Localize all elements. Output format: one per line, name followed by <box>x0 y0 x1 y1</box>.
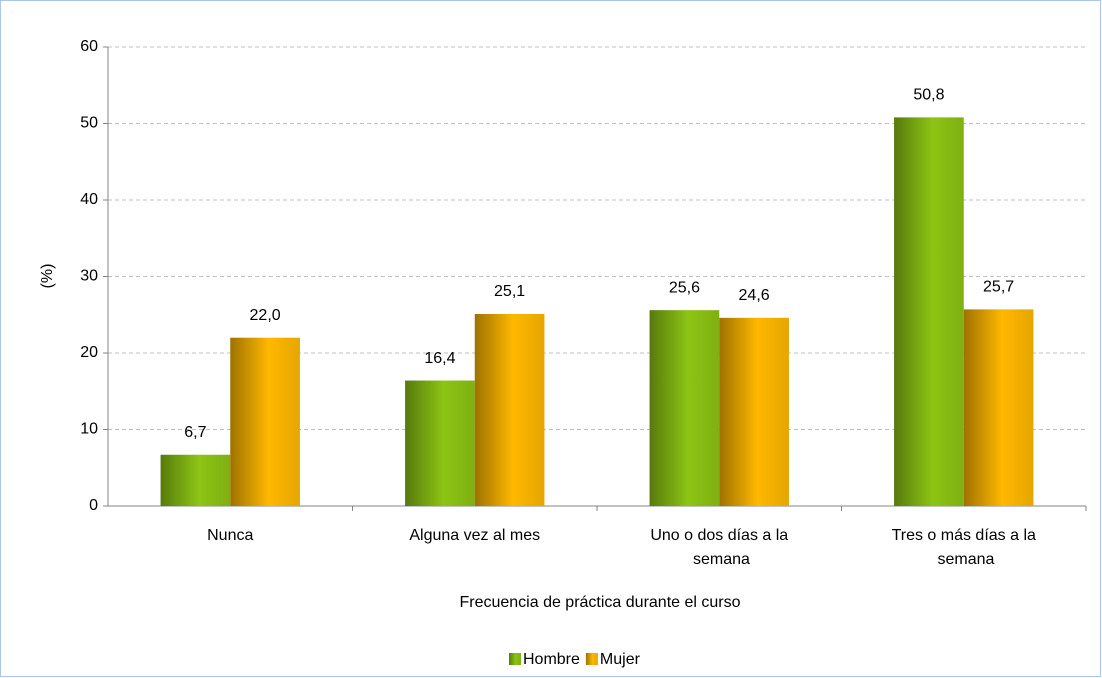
x-axis-title: Frecuencia de práctica durante el curso <box>459 594 740 611</box>
legend-label: Mujer <box>600 651 641 668</box>
bar <box>160 454 231 506</box>
y-tick-label: 40 <box>80 191 98 208</box>
bar <box>474 313 545 506</box>
x-tick-label: Uno o dos días a la semana <box>650 527 788 568</box>
value-label: 22,0 <box>250 307 281 324</box>
value-label: 16,4 <box>424 350 455 367</box>
bar <box>963 309 1034 506</box>
value-label: 25,6 <box>669 279 700 296</box>
bar <box>230 337 300 506</box>
y-axis-title: (%) <box>39 264 56 289</box>
x-tick-label: Tres o más días a la semana <box>892 527 1036 568</box>
bar <box>719 317 789 506</box>
legend-swatch <box>509 653 521 665</box>
y-tick-label: 20 <box>80 344 98 361</box>
bar <box>405 380 475 506</box>
value-label: 6,7 <box>184 424 206 441</box>
legend-swatch <box>585 653 598 665</box>
bar <box>649 310 720 506</box>
y-tick-label: 30 <box>80 268 98 285</box>
y-tick-label: 10 <box>80 421 98 438</box>
bar <box>894 117 964 506</box>
value-label: 24,6 <box>739 287 770 304</box>
legend-label: Hombre <box>523 651 580 668</box>
value-label: 25,7 <box>983 279 1014 296</box>
y-tick-label: 60 <box>80 38 98 55</box>
y-tick-label: 50 <box>80 115 98 132</box>
value-label: 50,8 <box>913 87 944 104</box>
x-tick-label: Alguna vez al mes <box>409 527 540 544</box>
x-tick-label: Nunca <box>207 527 253 544</box>
y-tick-label: 0 <box>89 497 98 514</box>
value-label: 25,1 <box>494 283 525 300</box>
